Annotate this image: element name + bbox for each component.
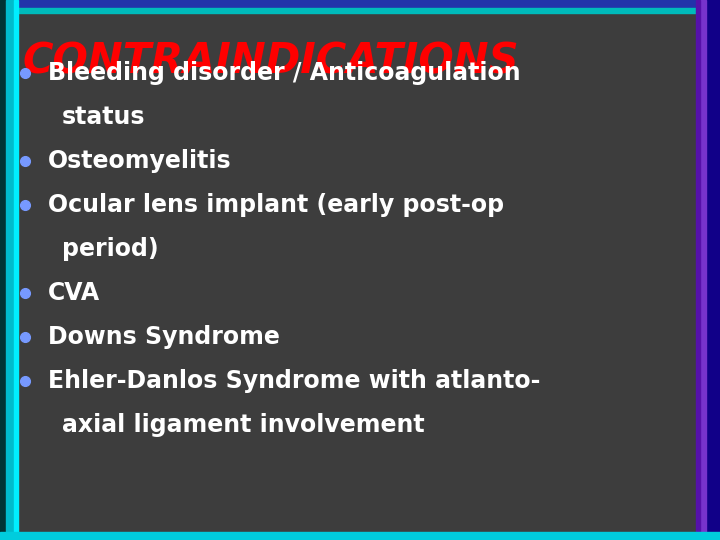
Text: axial ligament involvement: axial ligament involvement [62, 413, 425, 437]
Bar [706, 0, 720, 540]
Bar [0, 0, 720, 8]
Bar [0, 8, 720, 13]
Text: period): period) [62, 237, 158, 261]
Text: Bleeding disorder / Anticoagulation: Bleeding disorder / Anticoagulation [48, 61, 521, 85]
Text: Ehler-Danlos Syndrome with atlanto-: Ehler-Danlos Syndrome with atlanto- [48, 369, 541, 393]
Bar [700, 0, 706, 540]
Text: Downs Syndrome: Downs Syndrome [48, 325, 280, 349]
Bar [0, 0, 6, 540]
Text: Osteomyelitis: Osteomyelitis [48, 149, 232, 173]
Bar [6, 0, 14, 540]
Text: status: status [62, 105, 145, 129]
Bar [696, 0, 700, 540]
Bar [14, 0, 18, 540]
Text: CVA: CVA [48, 281, 100, 305]
Bar [0, 532, 720, 540]
Text: CONTRAINDICATIONS: CONTRAINDICATIONS [22, 40, 518, 82]
Text: Ocular lens implant (early post-op: Ocular lens implant (early post-op [48, 193, 504, 217]
